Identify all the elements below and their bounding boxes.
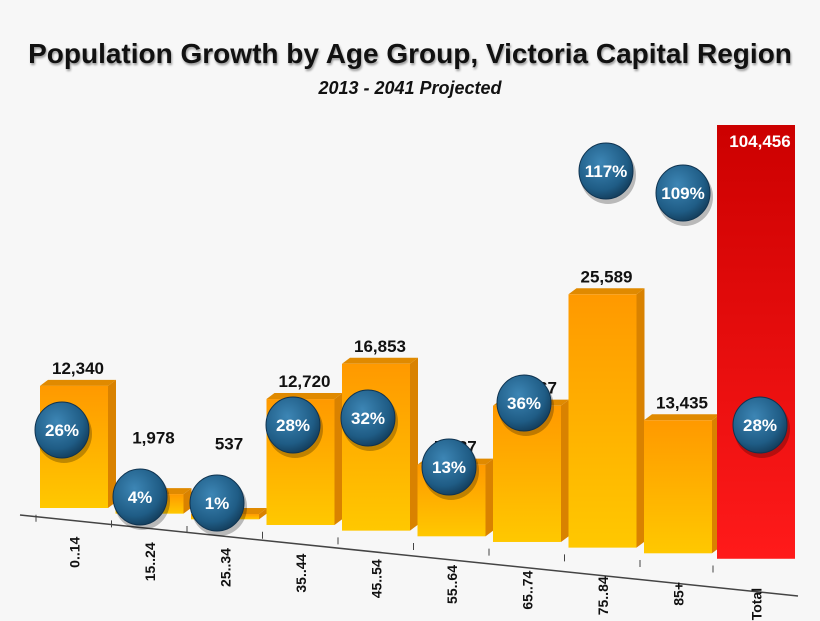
percent-bubble — [112, 468, 168, 526]
percent-label: 26% — [45, 421, 79, 440]
percent-bubble — [189, 474, 245, 532]
bar-side — [636, 288, 645, 548]
x-tick-label: 75..84 — [595, 576, 611, 615]
percent-bubble — [265, 396, 321, 454]
percent-label: 1% — [205, 494, 230, 513]
value-label: 25,589 — [581, 267, 633, 286]
bar-75..84 — [568, 294, 637, 548]
value-label: 12,340 — [52, 359, 104, 378]
percent-bubble — [340, 389, 396, 447]
percent-label: 28% — [743, 416, 777, 435]
percent-label: 28% — [276, 416, 310, 435]
bar-side — [485, 458, 494, 537]
value-label: 16,853 — [354, 337, 406, 356]
value-label: 12,720 — [279, 372, 331, 391]
bar-top — [644, 414, 720, 421]
percent-bubble — [34, 401, 90, 459]
bar-side — [108, 379, 116, 508]
x-tick-label: 0..14 — [67, 536, 83, 567]
bar-side — [259, 508, 267, 520]
percent-label: 4% — [128, 488, 153, 507]
bar-Total — [717, 125, 795, 559]
chart-subtitle: 2013 - 2041 Projected — [318, 78, 502, 98]
x-tick-label: 65..74 — [520, 570, 536, 609]
percent-bubble — [578, 142, 634, 200]
bar-side — [183, 488, 192, 514]
x-tick-label: 15..24 — [142, 542, 158, 581]
percent-label: 32% — [351, 409, 385, 428]
x-tick-label: 85+ — [671, 582, 687, 606]
bar-85+ — [644, 420, 712, 554]
x-tick-label: 35..44 — [293, 553, 309, 592]
x-tick-label: Total — [749, 588, 765, 620]
percent-bubble — [496, 374, 552, 432]
percent-label: 117% — [585, 162, 628, 181]
x-tick-label: 25..34 — [218, 548, 234, 587]
bar-side — [561, 399, 569, 542]
x-tick-label: 45..54 — [369, 559, 385, 598]
bar-top — [40, 379, 116, 386]
value-label: 104,456 — [729, 132, 790, 151]
percent-label: 109% — [661, 184, 704, 203]
chart-title: Population Growth by Age Group, Victoria… — [28, 38, 792, 69]
value-label: 537 — [215, 434, 243, 453]
percent-label: 13% — [432, 458, 466, 477]
bar-top — [342, 357, 418, 364]
percent-bubble — [655, 164, 711, 222]
x-axis — [19, 514, 799, 597]
x-tick-label: 55..64 — [444, 565, 460, 604]
bar-side — [334, 393, 343, 525]
bar-top — [568, 288, 645, 295]
percent-bubble — [421, 438, 477, 496]
value-label: 1,978 — [132, 429, 175, 448]
percent-label: 36% — [507, 394, 541, 413]
bar-side — [410, 357, 418, 531]
percent-bubble — [732, 396, 788, 454]
value-label: 13,435 — [656, 393, 708, 412]
bar-top — [266, 393, 343, 400]
